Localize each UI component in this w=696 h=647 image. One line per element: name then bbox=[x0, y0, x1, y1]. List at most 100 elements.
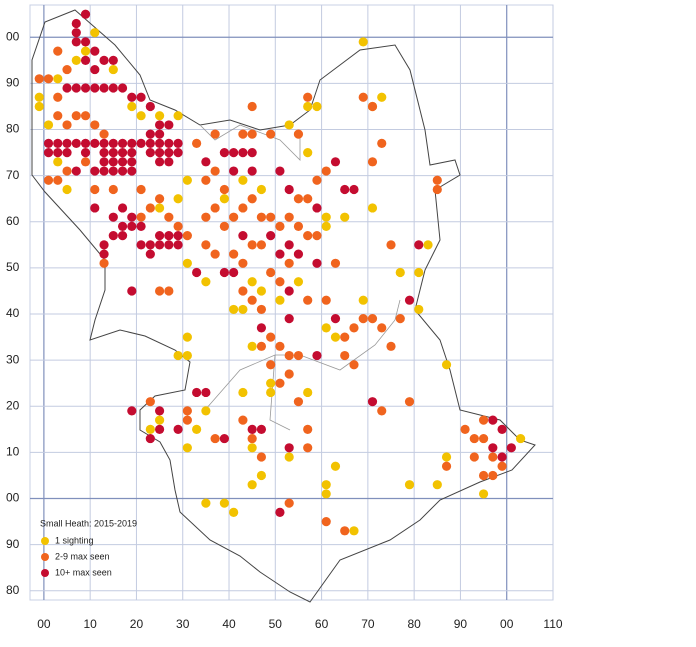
record-dot bbox=[432, 175, 442, 185]
x-tick-label: 80 bbox=[407, 617, 421, 631]
record-dot bbox=[321, 221, 331, 231]
record-dot bbox=[127, 166, 137, 176]
record-dot bbox=[303, 295, 313, 305]
record-dot bbox=[293, 277, 304, 287]
record-dot bbox=[256, 286, 267, 296]
record-dot bbox=[340, 526, 350, 536]
record-dot bbox=[80, 55, 91, 65]
record-dot bbox=[154, 231, 165, 241]
record-dot bbox=[303, 443, 313, 453]
record-dot bbox=[423, 240, 433, 250]
y-tick-label: 30 bbox=[6, 352, 20, 366]
record-dot bbox=[154, 111, 165, 121]
record-dot bbox=[238, 304, 248, 315]
record-dot bbox=[293, 221, 304, 231]
record-dot bbox=[256, 240, 267, 250]
record-dot bbox=[303, 101, 313, 112]
record-dot bbox=[182, 231, 192, 241]
record-dot bbox=[90, 138, 100, 148]
record-dot bbox=[293, 129, 304, 139]
record-dot bbox=[145, 138, 155, 148]
record-dot bbox=[108, 157, 118, 167]
record-dot bbox=[62, 120, 72, 130]
record-dot bbox=[414, 267, 424, 278]
record-dot bbox=[164, 212, 174, 222]
record-dot bbox=[349, 323, 359, 333]
record-dot bbox=[99, 138, 109, 148]
record-dot bbox=[247, 295, 257, 305]
record-dot bbox=[358, 37, 368, 47]
record-dot bbox=[488, 452, 498, 462]
record-dot bbox=[127, 92, 137, 102]
record-dot bbox=[154, 157, 165, 167]
record-dot bbox=[229, 212, 239, 222]
record-dot bbox=[284, 498, 294, 508]
record-dot bbox=[90, 64, 100, 75]
record-dot bbox=[71, 111, 81, 121]
record-dot bbox=[478, 470, 489, 481]
record-dot bbox=[229, 267, 239, 278]
record-dot bbox=[488, 415, 498, 425]
record-dot bbox=[275, 249, 285, 259]
x-tick-label: 00 bbox=[500, 617, 514, 631]
record-dot bbox=[321, 480, 331, 490]
record-dot bbox=[43, 138, 54, 148]
record-dot bbox=[256, 452, 267, 462]
record-dot bbox=[43, 147, 54, 158]
record-dot bbox=[145, 397, 155, 407]
record-dot bbox=[210, 203, 220, 213]
legend-swatch bbox=[41, 537, 49, 545]
y-tick-label: 10 bbox=[6, 445, 20, 459]
x-tick-label: 90 bbox=[454, 617, 468, 631]
record-dot bbox=[284, 443, 294, 453]
record-dot bbox=[414, 304, 424, 315]
record-dot bbox=[173, 424, 183, 434]
record-dot bbox=[284, 184, 294, 195]
record-dot bbox=[127, 212, 137, 222]
x-tick-label: 10 bbox=[83, 617, 97, 631]
record-dot bbox=[90, 203, 100, 213]
record-dot bbox=[247, 101, 257, 112]
record-dot bbox=[275, 341, 285, 351]
legend-title: Small Heath: 2015-2019 bbox=[40, 518, 137, 528]
record-dot bbox=[312, 258, 322, 268]
record-dot bbox=[303, 387, 313, 398]
record-dot bbox=[145, 424, 155, 434]
record-dot bbox=[497, 461, 507, 471]
record-dot bbox=[321, 295, 331, 305]
record-dot bbox=[478, 489, 489, 499]
record-dot bbox=[386, 240, 396, 250]
record-dot bbox=[99, 55, 109, 65]
record-dot bbox=[266, 378, 276, 388]
y-tick-label: 90 bbox=[6, 76, 20, 90]
record-dot bbox=[275, 166, 285, 176]
record-dot bbox=[247, 443, 257, 453]
y-tick-label: 00 bbox=[6, 29, 20, 43]
record-dot bbox=[164, 120, 174, 130]
y-tick-label: 70 bbox=[6, 168, 20, 182]
record-dot bbox=[173, 350, 183, 361]
record-dot bbox=[340, 332, 350, 342]
record-dot bbox=[367, 157, 378, 167]
record-dot bbox=[349, 360, 359, 370]
record-dot bbox=[321, 489, 331, 499]
record-dot bbox=[108, 147, 118, 158]
record-dot bbox=[266, 332, 276, 342]
record-dot bbox=[108, 64, 118, 75]
record-dot bbox=[80, 138, 91, 148]
record-dot bbox=[80, 147, 91, 158]
x-tick-label: 40 bbox=[222, 617, 236, 631]
record-dot bbox=[293, 397, 304, 407]
record-dot bbox=[395, 314, 405, 324]
record-dot bbox=[62, 184, 72, 195]
record-dot bbox=[154, 415, 165, 425]
record-dot bbox=[395, 267, 405, 278]
record-dot bbox=[154, 194, 165, 204]
record-dot bbox=[358, 295, 368, 305]
record-dot bbox=[284, 452, 294, 462]
record-dot bbox=[247, 194, 257, 204]
record-dot bbox=[293, 194, 304, 204]
record-dot bbox=[506, 443, 516, 453]
record-dot bbox=[441, 461, 452, 471]
record-dot bbox=[34, 74, 44, 84]
